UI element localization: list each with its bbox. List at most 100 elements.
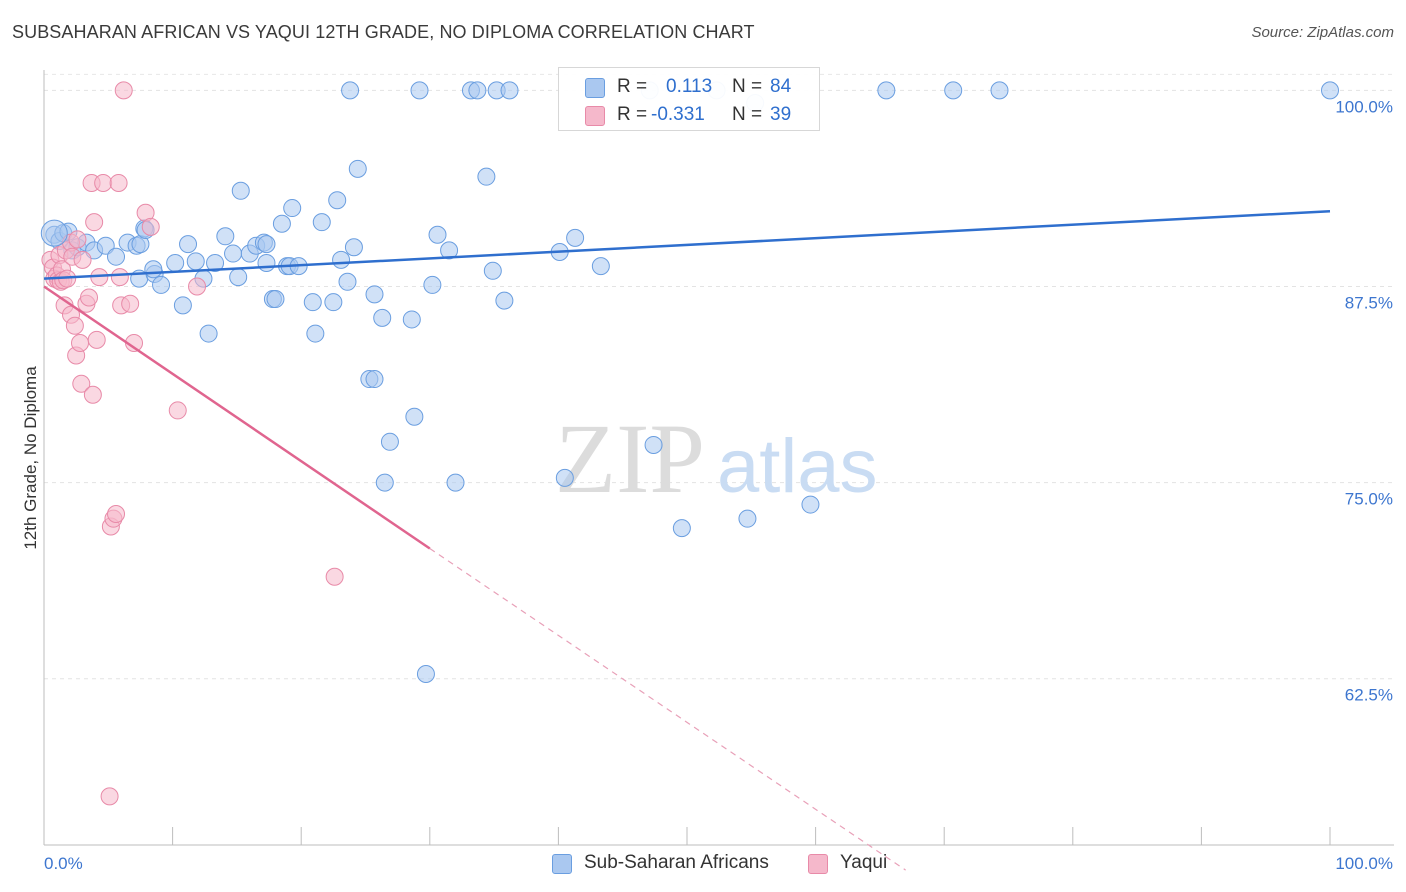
point-subsaharan bbox=[216, 227, 235, 246]
point-yaqui bbox=[87, 330, 106, 349]
bottom-legend-swatch-blue bbox=[552, 854, 572, 874]
legend-n-label: N = bbox=[732, 76, 763, 97]
chart-title: SUBSAHARAN AFRICAN VS YAQUI 12TH GRADE, … bbox=[12, 22, 755, 42]
point-subsaharan bbox=[332, 250, 351, 269]
point-subsaharan bbox=[312, 213, 331, 232]
point-subsaharan bbox=[468, 81, 487, 100]
point-subsaharan bbox=[423, 275, 442, 294]
point-yaqui bbox=[109, 173, 128, 192]
point-subsaharan bbox=[566, 228, 585, 247]
point-subsaharan bbox=[410, 81, 429, 100]
point-subsaharan bbox=[801, 495, 820, 514]
point-subsaharan bbox=[257, 235, 276, 254]
legend-r-label: R = bbox=[617, 76, 648, 97]
point-subsaharan bbox=[186, 252, 205, 271]
trend-line-yaqui bbox=[43, 285, 431, 550]
point-subsaharan bbox=[152, 275, 171, 294]
point-yaqui bbox=[110, 268, 129, 287]
legend-row-yaqui: R = -0.331 N = 39 bbox=[559, 100, 819, 130]
point-subsaharan bbox=[40, 219, 68, 247]
point-subsaharan bbox=[338, 272, 357, 291]
x-tick-label: 0.0% bbox=[44, 854, 83, 873]
point-subsaharan bbox=[416, 664, 435, 683]
legend-n-value: 39 bbox=[770, 104, 792, 125]
point-subsaharan bbox=[283, 199, 302, 218]
point-yaqui bbox=[72, 374, 91, 393]
point-subsaharan bbox=[738, 509, 757, 528]
legend-swatch-blue bbox=[585, 78, 605, 98]
point-subsaharan bbox=[173, 296, 192, 315]
point-subsaharan bbox=[199, 324, 218, 343]
bottom-legend-label: Sub-Saharan Africans bbox=[584, 852, 769, 873]
point-subsaharan bbox=[373, 308, 392, 327]
y-tick-label: 62.5% bbox=[1345, 686, 1393, 705]
axes bbox=[43, 70, 1394, 846]
point-subsaharan bbox=[206, 253, 225, 272]
point-yaqui bbox=[188, 277, 207, 296]
legend-r-value: -0.331 bbox=[651, 104, 705, 125]
stats-legend: R = 0.113 N = 84 R = -0.331 N = 39 bbox=[558, 67, 820, 131]
point-subsaharan bbox=[224, 244, 243, 263]
legend-row-subsaharan: R = 0.113 N = 84 bbox=[559, 72, 819, 102]
trend-line-yaqui-extension bbox=[429, 547, 906, 871]
point-yaqui bbox=[71, 333, 90, 352]
trend-line-subsaharan bbox=[43, 209, 1331, 280]
point-subsaharan bbox=[107, 247, 126, 266]
grid-lines bbox=[44, 73, 1394, 680]
point-subsaharan bbox=[402, 310, 421, 329]
point-subsaharan bbox=[500, 81, 519, 100]
watermark-zip: ZIP bbox=[555, 403, 705, 514]
y-axis-label: 12th Grade, No Diploma bbox=[21, 366, 40, 550]
point-yaqui bbox=[83, 385, 102, 404]
point-subsaharan bbox=[944, 81, 963, 100]
point-yaqui bbox=[85, 213, 104, 232]
point-yaqui bbox=[94, 173, 113, 192]
point-yaqui bbox=[73, 250, 92, 269]
point-yaqui bbox=[100, 787, 119, 806]
point-subsaharan bbox=[229, 268, 248, 287]
watermark: ZIP atlas bbox=[555, 403, 878, 514]
point-subsaharan bbox=[257, 253, 276, 272]
point-yaqui bbox=[121, 294, 140, 313]
legend-n-value: 84 bbox=[770, 76, 792, 97]
point-yaqui bbox=[80, 288, 99, 307]
y-tick-labels: 62.5% 75.0% 87.5% 100.0% bbox=[1335, 97, 1393, 704]
point-subsaharan bbox=[446, 473, 465, 492]
point-subsaharan bbox=[179, 235, 198, 254]
legend-r-value: 0.113 bbox=[666, 76, 713, 97]
point-subsaharan bbox=[477, 167, 496, 186]
point-subsaharan bbox=[555, 468, 574, 487]
chart-source: Source: ZipAtlas.com bbox=[1251, 24, 1394, 41]
point-subsaharan bbox=[990, 81, 1009, 100]
point-subsaharan bbox=[591, 257, 610, 276]
y-tick-label: 87.5% bbox=[1345, 293, 1393, 312]
point-subsaharan bbox=[344, 238, 363, 257]
point-yaqui bbox=[107, 504, 126, 523]
point-subsaharan bbox=[324, 293, 343, 312]
point-subsaharan bbox=[231, 181, 250, 200]
bottom-legend-swatch-pink bbox=[808, 854, 828, 874]
point-yaqui bbox=[68, 230, 87, 249]
legend-n-label: N = bbox=[732, 104, 763, 125]
trend-lines bbox=[43, 209, 1331, 871]
point-subsaharan bbox=[303, 293, 322, 312]
point-subsaharan bbox=[341, 81, 360, 100]
point-subsaharan bbox=[266, 290, 285, 309]
point-yaqui bbox=[114, 81, 133, 100]
point-subsaharan bbox=[1321, 81, 1339, 100]
point-subsaharan bbox=[166, 253, 185, 272]
point-subsaharan bbox=[375, 473, 394, 492]
point-subsaharan bbox=[365, 285, 384, 304]
point-subsaharan bbox=[306, 324, 325, 343]
point-subsaharan bbox=[428, 225, 447, 244]
point-yaqui bbox=[168, 401, 187, 420]
y-tick-label: 100.0% bbox=[1335, 97, 1393, 116]
point-subsaharan bbox=[365, 370, 384, 389]
y-tick-label: 75.0% bbox=[1345, 490, 1393, 509]
watermark-atlas: atlas bbox=[717, 424, 878, 509]
point-yaqui bbox=[141, 217, 160, 236]
point-subsaharan bbox=[144, 260, 163, 279]
legend-r-label: R = bbox=[617, 104, 648, 125]
point-subsaharan bbox=[96, 236, 115, 255]
